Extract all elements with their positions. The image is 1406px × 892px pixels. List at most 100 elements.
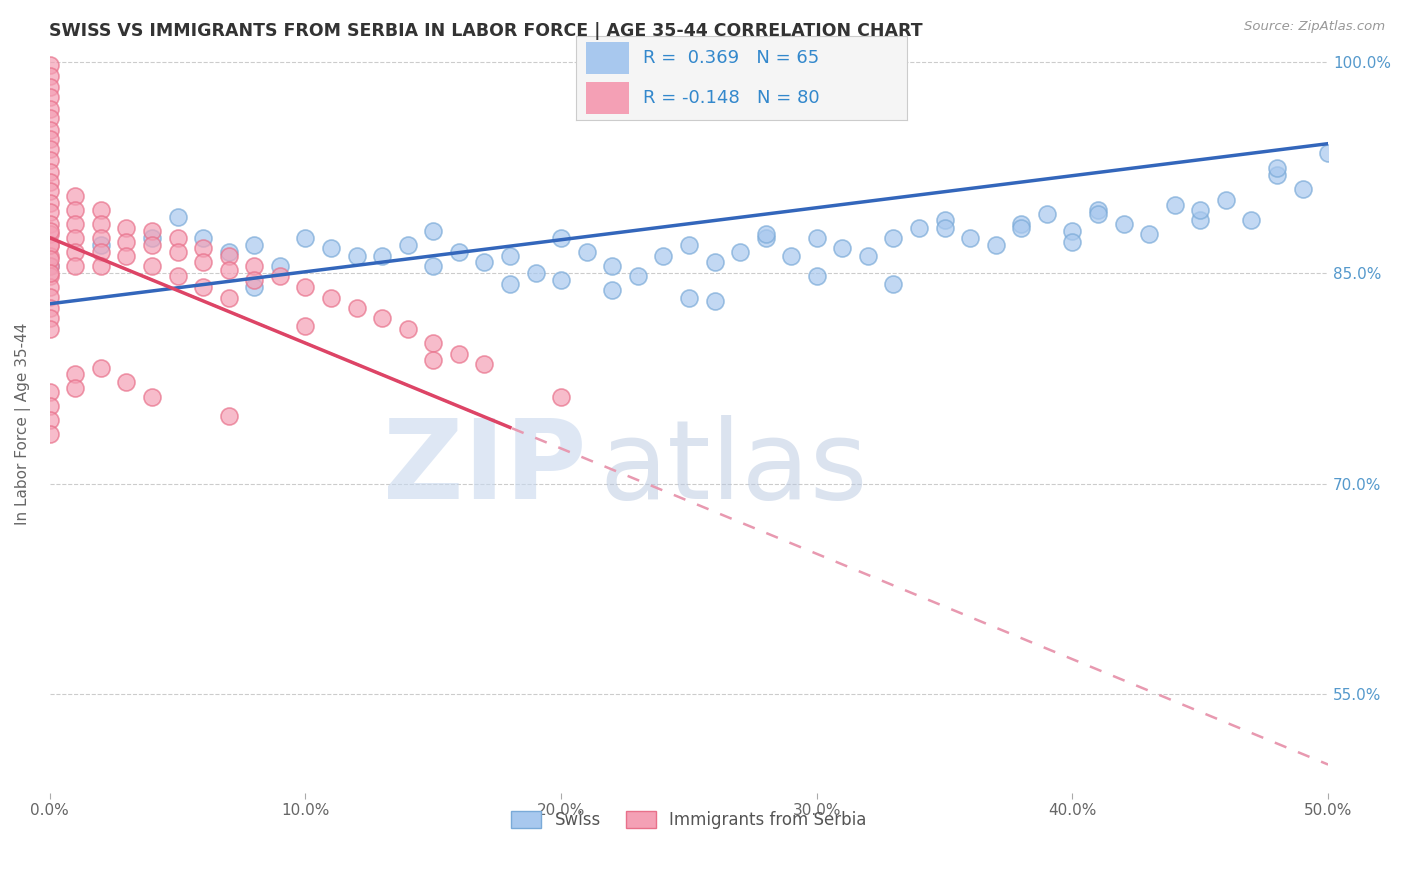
- Point: [550, 390, 572, 404]
- Point: [1164, 198, 1187, 212]
- Point: [38, 385, 60, 400]
- Point: [550, 231, 572, 245]
- Point: [38, 310, 60, 325]
- Point: [1062, 235, 1084, 249]
- Point: [191, 280, 214, 294]
- Point: [90, 244, 112, 259]
- Point: [38, 224, 60, 238]
- Point: [38, 58, 60, 72]
- Point: [1137, 227, 1160, 241]
- Point: [908, 221, 931, 235]
- Point: [269, 268, 291, 283]
- Point: [38, 301, 60, 315]
- Point: [243, 280, 266, 294]
- Point: [38, 69, 60, 83]
- Point: [678, 291, 700, 305]
- Point: [38, 268, 60, 283]
- Point: [447, 244, 470, 259]
- Point: [38, 227, 60, 241]
- Point: [38, 400, 60, 414]
- Point: [65, 231, 87, 245]
- Point: [652, 249, 675, 263]
- Point: [166, 268, 188, 283]
- Point: [191, 231, 214, 245]
- Point: [984, 237, 1007, 252]
- Point: [1062, 224, 1084, 238]
- Point: [65, 202, 87, 217]
- Point: [346, 301, 368, 315]
- Point: [38, 252, 60, 266]
- Point: [1265, 161, 1288, 175]
- Point: [882, 231, 904, 245]
- Point: [38, 237, 60, 252]
- Point: [524, 266, 547, 280]
- Point: [1317, 146, 1340, 161]
- Text: R = -0.148   N = 80: R = -0.148 N = 80: [643, 89, 820, 107]
- Text: ZIP: ZIP: [384, 415, 586, 522]
- Point: [1010, 221, 1032, 235]
- Text: Source: ZipAtlas.com: Source: ZipAtlas.com: [1244, 20, 1385, 33]
- Point: [371, 310, 394, 325]
- Point: [191, 254, 214, 268]
- Point: [396, 322, 419, 336]
- Point: [319, 241, 342, 255]
- Point: [38, 413, 60, 427]
- Point: [1189, 202, 1212, 217]
- Point: [38, 427, 60, 442]
- Point: [141, 224, 163, 238]
- Point: [218, 244, 240, 259]
- Point: [243, 273, 266, 287]
- Point: [806, 268, 828, 283]
- Point: [38, 249, 60, 263]
- Point: [243, 259, 266, 273]
- Point: [38, 266, 60, 280]
- Point: [678, 237, 700, 252]
- Point: [65, 188, 87, 202]
- Point: [90, 259, 112, 273]
- Point: [780, 249, 803, 263]
- Legend: Swiss, Immigrants from Serbia: Swiss, Immigrants from Serbia: [505, 805, 873, 836]
- Point: [856, 249, 879, 263]
- Y-axis label: In Labor Force | Age 35-44: In Labor Force | Age 35-44: [15, 323, 31, 525]
- Point: [141, 390, 163, 404]
- Point: [38, 280, 60, 294]
- Point: [38, 175, 60, 189]
- Point: [141, 231, 163, 245]
- Point: [422, 353, 444, 368]
- Point: [1036, 207, 1059, 221]
- Point: [65, 244, 87, 259]
- Point: [218, 291, 240, 305]
- Point: [703, 293, 725, 308]
- Point: [218, 249, 240, 263]
- Point: [294, 319, 316, 334]
- Point: [218, 409, 240, 424]
- Point: [1215, 193, 1237, 207]
- Point: [38, 217, 60, 231]
- Point: [600, 283, 623, 297]
- Point: [65, 381, 87, 395]
- Point: [755, 231, 778, 245]
- Point: [346, 249, 368, 263]
- Point: [882, 277, 904, 292]
- Point: [65, 259, 87, 273]
- Point: [38, 322, 60, 336]
- Bar: [586, 42, 630, 74]
- Point: [371, 249, 394, 263]
- Point: [115, 376, 138, 390]
- Point: [90, 237, 112, 252]
- Text: atlas: atlas: [599, 415, 868, 522]
- Point: [934, 221, 956, 235]
- Point: [90, 217, 112, 231]
- Point: [243, 237, 266, 252]
- Point: [600, 259, 623, 273]
- Text: R =  0.369   N = 65: R = 0.369 N = 65: [643, 49, 818, 67]
- Point: [1189, 212, 1212, 227]
- Point: [294, 231, 316, 245]
- Point: [38, 132, 60, 146]
- Point: [38, 153, 60, 168]
- Point: [38, 259, 60, 273]
- Point: [319, 291, 342, 305]
- Point: [90, 361, 112, 376]
- Text: SWISS VS IMMIGRANTS FROM SERBIA IN LABOR FORCE | AGE 35-44 CORRELATION CHART: SWISS VS IMMIGRANTS FROM SERBIA IN LABOR…: [49, 22, 922, 40]
- Point: [959, 231, 981, 245]
